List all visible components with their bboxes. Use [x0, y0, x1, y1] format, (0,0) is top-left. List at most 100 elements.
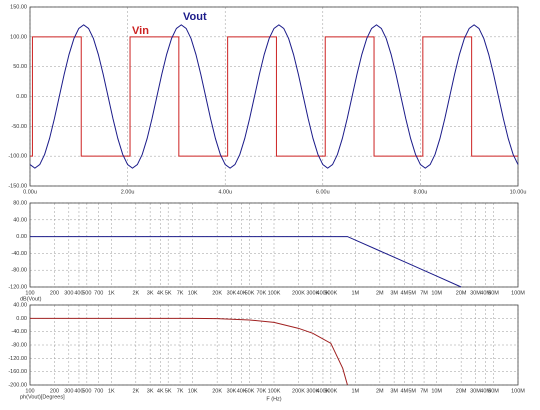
- y-tick-label: 0.00: [16, 316, 27, 322]
- x-tick-label: 3M: [390, 388, 398, 394]
- x-tick-label: 70K: [257, 388, 267, 394]
- x-axis-label: F (Hz): [266, 396, 281, 402]
- plot-frame: [29, 304, 519, 386]
- x-tick-label: 7K: [177, 388, 184, 394]
- x-tick-label: 20M: [456, 290, 467, 296]
- plot-frame: [29, 202, 519, 288]
- x-tick-label: 100: [25, 290, 34, 296]
- x-tick-label: 2M: [376, 388, 384, 394]
- x-tick-label: 2K: [132, 388, 139, 394]
- x-tick-label: 5M: [408, 388, 416, 394]
- x-tick-label: 300: [64, 290, 73, 296]
- x-tick-label: 40K: [237, 388, 247, 394]
- y-tick-label: 0.00: [16, 234, 27, 240]
- y-tick-label: -120.00: [8, 356, 27, 362]
- x-tick-label: 40M: [480, 290, 491, 296]
- x-tick-label: 5K: [165, 388, 172, 394]
- x-tick-label: 3K: [147, 290, 154, 296]
- x-tick-label: 20K: [212, 388, 222, 394]
- y-tick-label: 40.00: [13, 302, 27, 308]
- x-tick-label: 100K: [268, 388, 281, 394]
- x-tick-label: 10M: [431, 388, 442, 394]
- x-tick-label: 10.00u: [510, 189, 527, 195]
- x-tick-label: 700: [94, 388, 103, 394]
- x-tick-label: 10K: [188, 388, 198, 394]
- x-tick-label: 400: [74, 290, 83, 296]
- x-tick-label: 7M: [420, 290, 428, 296]
- x-tick-label: 500K: [324, 290, 337, 296]
- x-tick-label: 50K: [245, 290, 255, 296]
- x-tick-label: 500: [82, 388, 91, 394]
- series-line: [30, 236, 462, 288]
- x-tick-label: 300K: [306, 290, 319, 296]
- x-tick-label: 30M: [470, 388, 481, 394]
- y-tick-label: 150.00: [10, 4, 27, 10]
- x-tick-label: 300: [64, 388, 73, 394]
- y-tick-label: 50.00: [13, 64, 27, 70]
- x-tick-label: 1K: [108, 388, 115, 394]
- x-tick-label: 100M: [511, 388, 525, 394]
- plot-frame: [29, 6, 519, 187]
- x-tick-label: 4K: [157, 388, 164, 394]
- x-tick-label: 200: [50, 388, 59, 394]
- x-tick-label: 700: [94, 290, 103, 296]
- x-tick-label: 100K: [268, 290, 281, 296]
- x-tick-label: 1M: [352, 388, 360, 394]
- x-tick-label: 10M: [431, 290, 442, 296]
- x-tick-label: 500K: [324, 388, 337, 394]
- y-axis-label: dB(Vout): [20, 296, 42, 302]
- x-tick-label: 200: [50, 290, 59, 296]
- x-tick-label: 50K: [245, 388, 255, 394]
- y-tick-label: -200.00: [8, 382, 27, 388]
- y-tick-label: 40.00: [13, 217, 27, 223]
- series-line: [29, 24, 519, 169]
- x-tick-label: 30K: [227, 290, 237, 296]
- x-tick-label: 200K: [292, 290, 305, 296]
- x-tick-label: 40M: [480, 388, 491, 394]
- x-tick-label: 20M: [456, 388, 467, 394]
- y-tick-label: -80.00: [11, 268, 27, 274]
- series-line: [30, 36, 518, 157]
- x-tick-label: 40K: [237, 290, 247, 296]
- x-tick-label: 400: [74, 388, 83, 394]
- x-tick-label: 8.00u: [414, 189, 428, 195]
- y-tick-label: -100.00: [8, 154, 27, 160]
- y-axis-label: ph(Vout)[Degrees]: [20, 394, 65, 400]
- x-tick-label: 500: [82, 290, 91, 296]
- x-tick-label: 70K: [257, 290, 267, 296]
- y-tick-label: -40.00: [11, 329, 27, 335]
- x-tick-label: 30K: [227, 388, 237, 394]
- y-tick-label: 0.00: [16, 94, 27, 100]
- x-tick-label: 50M: [488, 388, 499, 394]
- x-tick-label: 100M: [511, 290, 525, 296]
- x-tick-label: 20K: [212, 290, 222, 296]
- x-tick-label: 1K: [108, 290, 115, 296]
- legend-label: Vout: [183, 11, 207, 23]
- y-tick-label: 80.00: [13, 200, 27, 206]
- x-tick-label: 7M: [420, 388, 428, 394]
- x-tick-label: 7K: [177, 290, 184, 296]
- x-tick-label: 2M: [376, 290, 384, 296]
- x-tick-label: 50M: [488, 290, 499, 296]
- y-tick-label: 100.00: [10, 34, 27, 40]
- x-tick-label: 2K: [132, 290, 139, 296]
- x-tick-label: 4M: [400, 388, 408, 394]
- legend-label: Vin: [132, 25, 149, 37]
- y-tick-label: -40.00: [11, 251, 27, 257]
- x-tick-label: 4K: [157, 290, 164, 296]
- x-tick-label: 10K: [188, 290, 198, 296]
- y-tick-label: -80.00: [11, 342, 27, 348]
- x-tick-label: 4.00u: [218, 189, 232, 195]
- y-tick-label: -160.00: [8, 369, 27, 375]
- x-tick-label: 4M: [400, 290, 408, 296]
- x-tick-label: 3M: [390, 290, 398, 296]
- x-tick-label: 1M: [352, 290, 360, 296]
- x-tick-label: 100: [25, 388, 34, 394]
- y-tick-label: -120.00: [8, 284, 27, 290]
- x-tick-label: 5K: [165, 290, 172, 296]
- y-tick-label: -150.00: [8, 183, 27, 189]
- y-tick-label: -50.00: [11, 124, 27, 130]
- x-tick-label: 300K: [306, 388, 319, 394]
